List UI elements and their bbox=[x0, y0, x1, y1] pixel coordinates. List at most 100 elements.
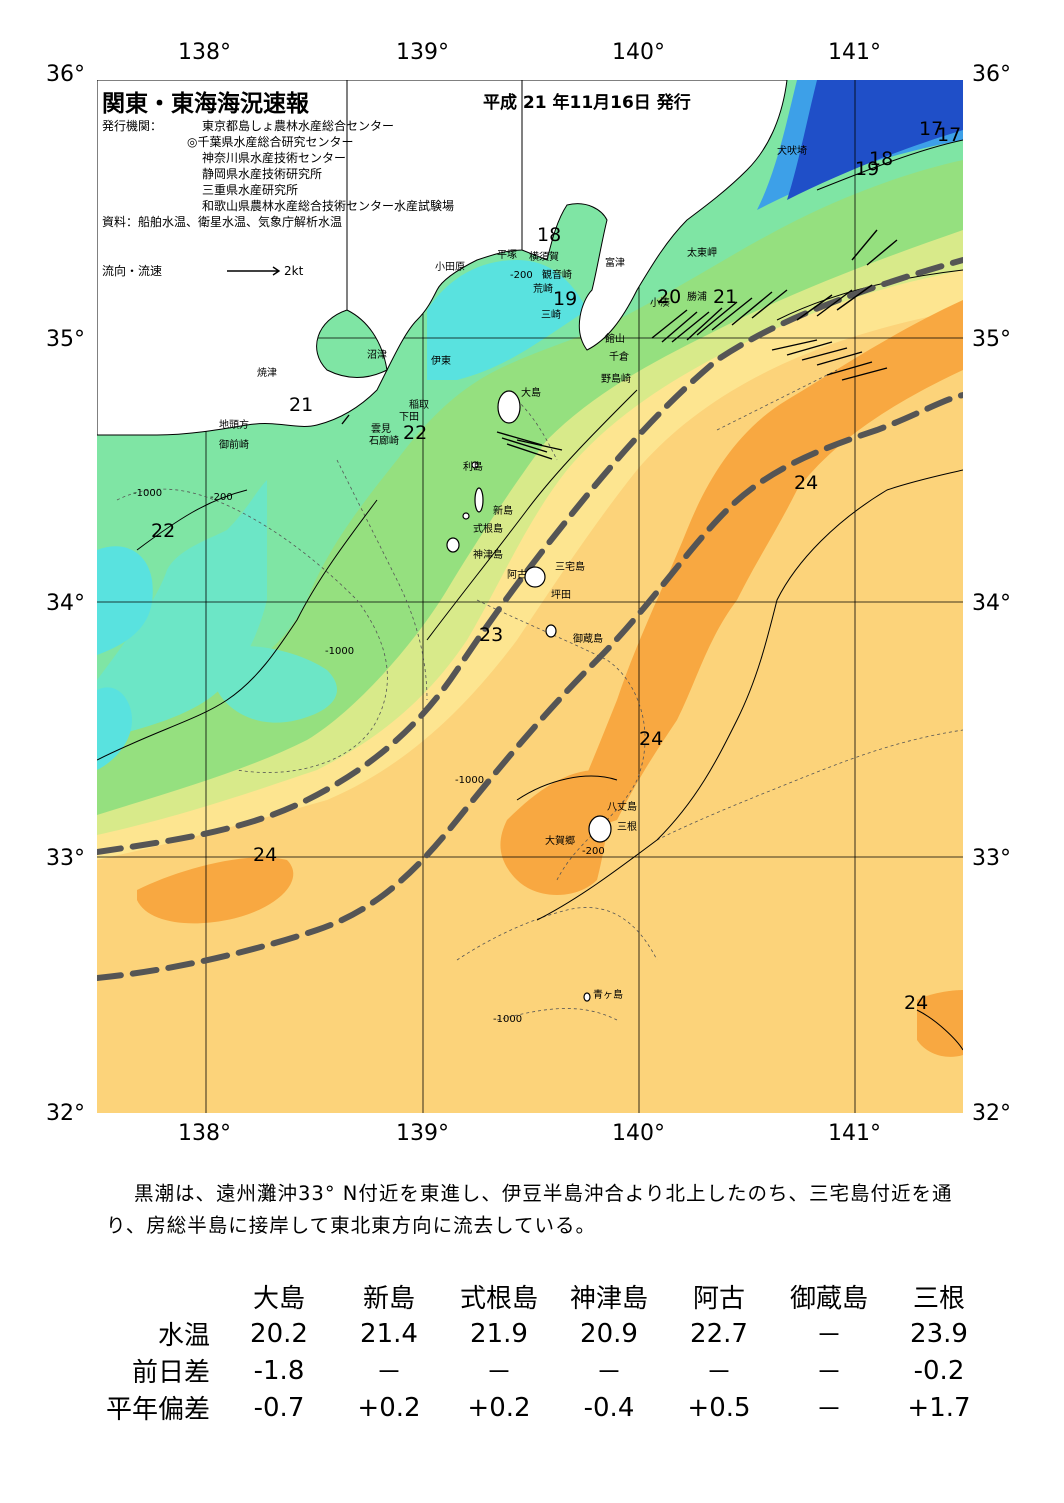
place-jitogata: 地頭方 bbox=[219, 420, 249, 431]
issuer-4: 静岡県水産技術研究所 bbox=[202, 167, 323, 181]
islands bbox=[446, 390, 612, 1002]
depth-label: -1000 bbox=[325, 646, 355, 657]
depth-label: -1000 bbox=[133, 488, 163, 499]
lat-label-33-right: 33° bbox=[972, 846, 1011, 871]
isotherm-label: 21 bbox=[289, 394, 314, 416]
land-honshu-west bbox=[97, 80, 389, 436]
isotherm-label: 20 bbox=[657, 286, 682, 308]
table-cell: +0.2 bbox=[467, 1392, 531, 1423]
place-oshima: 大島 bbox=[521, 388, 541, 399]
island-miyakejima bbox=[524, 566, 546, 588]
row-label: 平年偏差 bbox=[105, 1395, 210, 1425]
depth-label: -200 bbox=[210, 492, 233, 503]
zone-cyan-west bbox=[97, 546, 153, 655]
summary-text: 黒潮は、遠州灘沖33° N付近を東進し、伊豆半島沖合より北上したのち、三宅島付近… bbox=[106, 1182, 953, 1237]
zone-aqua-sw2 bbox=[217, 646, 337, 723]
depth-label: -1000 bbox=[455, 775, 485, 786]
island-mikurajima bbox=[545, 624, 557, 638]
issuer-1: 東京都島しょ農林水産総合センター bbox=[202, 119, 395, 133]
lat-label-35-left: 35° bbox=[46, 327, 85, 352]
lon-label-141-top: 141° bbox=[828, 40, 881, 65]
zone-warm-core-se bbox=[917, 990, 963, 1057]
zone-warm-core-south bbox=[500, 770, 609, 895]
isotherm-label: 24 bbox=[639, 728, 664, 750]
island-oshima bbox=[497, 390, 521, 424]
sea-temperature-map: 関東・東海海況速報 平成 21 年11月16日 発行 発行機関： 東京都島しょ農… bbox=[97, 80, 963, 1113]
table-cell: -0.2 bbox=[913, 1355, 965, 1386]
isotherm-label: 17 bbox=[919, 118, 944, 140]
lon-label-140-bottom: 140° bbox=[612, 1121, 665, 1146]
table-cell: 20.9 bbox=[580, 1318, 638, 1349]
table-cell: － bbox=[815, 1395, 842, 1425]
isotherm-label: 24 bbox=[794, 472, 819, 494]
data-source: 資料：船舶水温、衛星水温、気象庁解析水温 bbox=[102, 215, 343, 229]
place-futtsu: 富津 bbox=[605, 258, 625, 269]
isotherm-lines bbox=[97, 139, 963, 1051]
place-taitomisaki: 太東岬 bbox=[687, 248, 717, 259]
place-miyakejima: 三宅島 bbox=[555, 562, 585, 573]
place-arasaki: 荒崎 bbox=[533, 284, 553, 295]
place-inatori: 稲取 bbox=[409, 400, 429, 411]
place-ako: 阿古 bbox=[507, 570, 527, 581]
lon-label-141-bottom: 141° bbox=[828, 1121, 881, 1146]
place-katsuura: 勝浦 bbox=[687, 292, 707, 303]
issuer-2: ◎千葉県水産総合研究センター bbox=[187, 135, 354, 149]
land bbox=[97, 80, 788, 436]
depth-label: -200 bbox=[510, 270, 533, 281]
flow-legend-arrow bbox=[227, 266, 281, 276]
isotherm-label: 19 bbox=[553, 288, 578, 310]
place-shikinejima: 式根島 bbox=[473, 524, 503, 535]
isotherm-label: 18 bbox=[869, 148, 894, 170]
kuroshio-axis bbox=[97, 257, 963, 981]
place-mikurajima: 御蔵島 bbox=[573, 634, 603, 645]
depth-label: -1000 bbox=[493, 1014, 523, 1025]
lon-label-140-top: 140° bbox=[612, 40, 665, 65]
table-cell: +1.7 bbox=[907, 1392, 971, 1423]
isotherm-label: 24 bbox=[904, 992, 929, 1014]
column-header: 御蔵島 bbox=[789, 1284, 868, 1314]
place-tateyama: 館山 bbox=[605, 334, 625, 345]
table-cell: 21.4 bbox=[360, 1318, 418, 1349]
place-irozaki: 石廊崎 bbox=[369, 436, 399, 447]
table-header-row: 大島 新島 式根島 神津島 阿古 御蔵島 三根 bbox=[90, 1278, 994, 1315]
zone-warm-core-north bbox=[557, 300, 963, 840]
lat-label-35-right: 35° bbox=[972, 327, 1011, 352]
place-yokosuka: 横須賀 bbox=[529, 252, 559, 263]
table-cell: 23.9 bbox=[910, 1318, 968, 1349]
table-cell: 21.9 bbox=[470, 1318, 528, 1349]
place-mitsune: 三根 bbox=[617, 822, 637, 833]
place-okago: 大賀郷 bbox=[545, 836, 575, 847]
column-header: 式根島 bbox=[459, 1284, 538, 1314]
issuer-5: 三重県水産研究所 bbox=[202, 183, 299, 197]
isotherm-label: 24 bbox=[253, 844, 278, 866]
zone-cold-deep bbox=[787, 80, 963, 200]
table-cell: － bbox=[595, 1358, 622, 1388]
island-niijima bbox=[474, 487, 484, 513]
column-header: 新島 bbox=[362, 1284, 415, 1314]
zone-warm-core-west bbox=[137, 857, 294, 924]
place-misaki: 三崎 bbox=[541, 310, 561, 321]
isotherm-label: 19 bbox=[855, 158, 880, 180]
table-cell: 22.7 bbox=[690, 1318, 748, 1349]
place-odawara: 小田原 bbox=[435, 262, 465, 273]
island-aogashima bbox=[583, 992, 591, 1002]
table-cell: -0.4 bbox=[583, 1392, 635, 1423]
place-nojimazaki: 野島崎 bbox=[601, 374, 631, 385]
issuer-6: 和歌山県農林水産総合技術センター水産試験場 bbox=[202, 199, 455, 213]
land-izu-peninsula bbox=[346, 80, 523, 372]
column-header: 神津島 bbox=[569, 1284, 648, 1314]
lon-label-139-top: 139° bbox=[396, 40, 449, 65]
lon-label-138-bottom: 138° bbox=[178, 1121, 231, 1146]
flow-legend-unit: 2kt bbox=[284, 264, 304, 278]
lat-label-32-right: 32° bbox=[972, 1101, 1011, 1126]
zone-cyan-sagami bbox=[427, 260, 587, 380]
isotherm-label: 21 bbox=[713, 286, 738, 308]
table-row: 水温 20.2 21.4 21.9 20.9 22.7 － 23.9 bbox=[90, 1315, 994, 1352]
issuer-label: 発行機関： bbox=[102, 119, 163, 133]
place-numazu: 沼津 bbox=[367, 350, 387, 361]
current-arrows bbox=[341, 229, 898, 460]
issue-date: 平成 21 年11月16日 発行 bbox=[483, 93, 691, 113]
isotherm-label: 18 bbox=[537, 224, 562, 246]
table-cell: 20.2 bbox=[250, 1318, 308, 1349]
table-cell: +0.5 bbox=[687, 1392, 751, 1423]
